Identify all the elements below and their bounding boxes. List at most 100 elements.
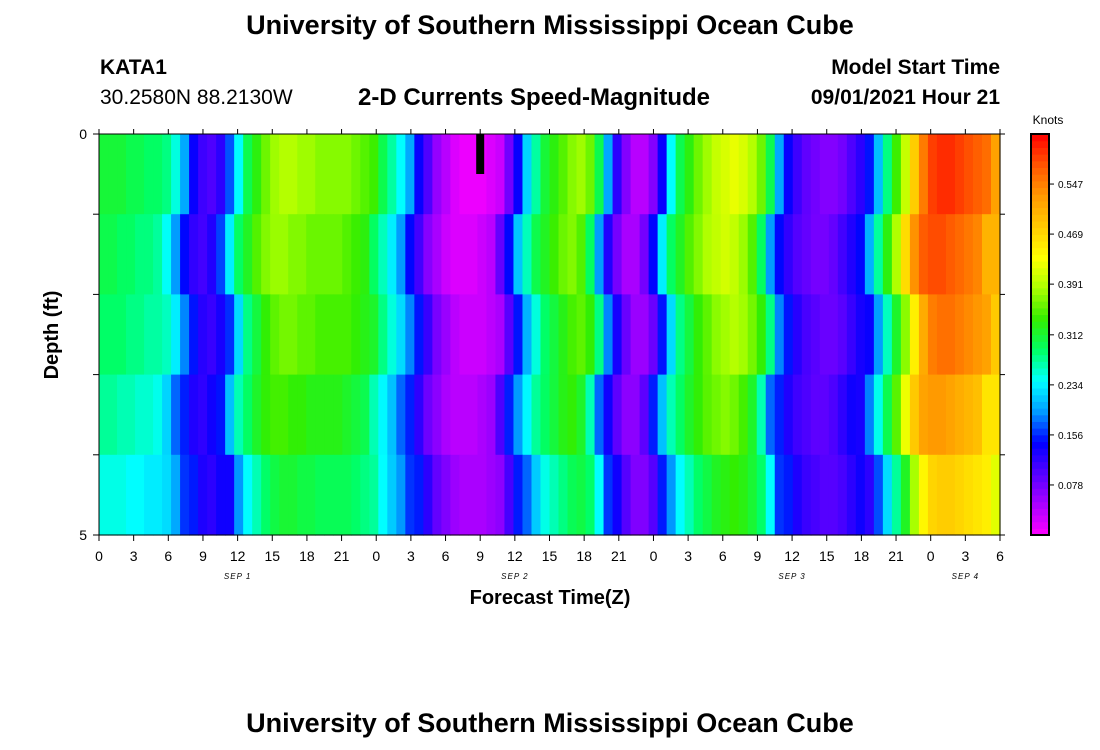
colorbar-segment xyxy=(1031,401,1049,409)
heatmap-cell xyxy=(441,214,451,295)
heatmap-cell xyxy=(972,454,983,536)
heatmap-cell xyxy=(387,454,397,536)
heatmap-cell xyxy=(567,454,578,536)
heatmap-cell xyxy=(828,374,839,456)
heatmap-cell xyxy=(819,294,830,376)
heatmap-cell xyxy=(477,214,488,295)
heatmap-cell xyxy=(603,374,614,456)
heatmap-cell xyxy=(900,454,911,536)
heatmap-cell xyxy=(846,374,857,456)
heatmap-cell xyxy=(252,134,262,215)
heatmap-cell xyxy=(189,294,199,376)
heatmap-cell xyxy=(414,294,424,376)
heatmap-cell xyxy=(936,294,947,376)
heatmap-cell xyxy=(630,294,641,376)
heatmap-cell xyxy=(126,454,136,536)
heatmap-cell xyxy=(207,294,217,376)
colorbar-segment xyxy=(1031,381,1049,389)
heatmap-cell xyxy=(180,214,190,295)
heatmap-cell xyxy=(351,134,361,215)
colorbar-segment xyxy=(1031,361,1049,369)
heatmap-cell xyxy=(810,374,821,456)
heatmap-cell xyxy=(315,294,325,376)
heatmap-cell xyxy=(270,294,280,376)
colorbar-segment xyxy=(1031,307,1049,316)
heatmap-cell xyxy=(432,454,442,536)
heatmap-cell xyxy=(405,374,415,456)
heatmap-cell xyxy=(990,134,1001,215)
colorbar-segment xyxy=(1031,200,1049,209)
heatmap-cell xyxy=(369,454,379,536)
heatmap-cell xyxy=(288,134,298,215)
heatmap-cell xyxy=(243,294,253,376)
heatmap-cell xyxy=(963,294,974,376)
heatmap-cell xyxy=(927,214,938,295)
date-label: SEP 4 xyxy=(952,572,979,581)
heatmap-cell xyxy=(693,134,704,215)
heatmap-cell xyxy=(783,294,794,376)
heatmap-cell xyxy=(378,294,388,376)
heatmap-cell xyxy=(945,134,956,215)
heatmap-cell xyxy=(117,134,127,215)
heatmap-cell xyxy=(567,374,578,456)
heatmap-cell xyxy=(261,454,271,536)
x-tick-label: 21 xyxy=(888,548,904,564)
heatmap-cell xyxy=(207,374,217,456)
heatmap-cell xyxy=(594,374,605,456)
heatmap-cell xyxy=(594,454,605,536)
page-title: University of Southern Mississippi Ocean… xyxy=(246,10,854,40)
heatmap-cell xyxy=(234,294,244,376)
heatmap-cell xyxy=(990,374,1001,456)
heatmap-cell xyxy=(990,454,1001,536)
heatmap-cell xyxy=(711,454,722,536)
heatmap-cell xyxy=(99,214,109,295)
heatmap-cell xyxy=(450,374,460,456)
heatmap-cell xyxy=(603,134,614,215)
heatmap-cell xyxy=(720,134,731,215)
heatmap-cell xyxy=(360,294,370,376)
x-tick-label: 3 xyxy=(684,548,692,564)
heatmap-cell xyxy=(396,134,406,215)
heatmap-cell xyxy=(225,454,235,536)
colorbar-segment xyxy=(1031,408,1049,416)
heatmap-cell xyxy=(459,214,470,295)
heatmap-cell xyxy=(171,294,181,376)
colorbar-segment xyxy=(1031,448,1049,456)
heatmap-cell xyxy=(252,294,262,376)
heatmap-cell xyxy=(675,134,686,215)
heatmap-cell xyxy=(99,374,109,456)
x-axis: 0 3 6 9 12 15 18 21 0 3 6 9 12 15 18 21 0 3 6 9 12 15 18 21 0 3 6 S… xyxy=(95,129,1004,581)
heatmap-cell xyxy=(981,214,992,295)
heatmap-cell xyxy=(864,214,875,295)
heatmap-cell xyxy=(297,134,307,215)
heatmap-cell xyxy=(135,294,145,376)
heatmap-cell xyxy=(981,134,992,215)
heatmap-cell xyxy=(855,454,866,536)
heatmap-cell xyxy=(765,294,776,376)
heatmap-cell xyxy=(765,214,776,295)
heatmap-cell xyxy=(360,134,370,215)
heatmap-cell xyxy=(684,134,695,215)
heatmap-cell xyxy=(936,374,947,456)
heatmap-cell xyxy=(486,374,497,456)
heatmap-cell xyxy=(162,454,172,536)
heatmap-cell xyxy=(450,294,460,376)
heatmap-cell xyxy=(117,374,127,456)
heatmap-cell xyxy=(963,214,974,295)
heatmap-cell xyxy=(180,294,190,376)
heatmap-cell xyxy=(495,454,506,536)
heatmap-cell xyxy=(981,294,992,376)
heatmap-cell xyxy=(522,134,533,215)
heatmap-cell xyxy=(918,134,929,215)
heatmap-cell xyxy=(306,134,316,215)
heatmap-cell xyxy=(603,454,614,536)
heatmap-cell xyxy=(774,374,785,456)
heatmap-cell xyxy=(774,454,785,536)
heatmap-cell xyxy=(126,294,136,376)
x-tick-label: 6 xyxy=(996,548,1004,564)
x-tick-label: 0 xyxy=(650,548,658,564)
heatmap-cell xyxy=(801,374,812,456)
plot-title: 2-D Currents Speed-Magnitude xyxy=(358,84,711,111)
current-time-marker-layer xyxy=(476,134,485,174)
heatmap-cell xyxy=(702,214,713,295)
